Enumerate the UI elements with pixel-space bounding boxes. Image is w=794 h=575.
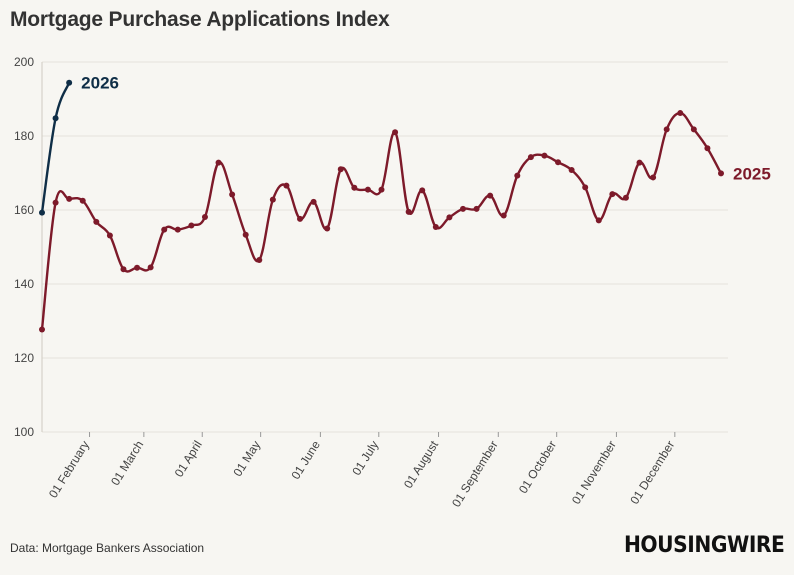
data-point	[555, 159, 562, 166]
data-point	[215, 159, 222, 166]
data-point	[378, 186, 385, 193]
housingwire-logo: HOUSINGWIRE	[623, 533, 785, 558]
data-point	[650, 174, 657, 181]
data-point	[582, 184, 589, 191]
series-labels: 2025 2026	[81, 74, 771, 184]
x-tick-label: 01 December	[627, 438, 677, 507]
data-point	[622, 194, 629, 201]
x-tick-label: 01 June	[288, 438, 323, 482]
x-tick-label: 01 October	[516, 438, 559, 496]
data-point	[473, 205, 480, 212]
series-2025	[39, 110, 724, 333]
data-point	[120, 266, 127, 273]
x-tick-label: 01 September	[449, 438, 501, 509]
data-point	[52, 115, 59, 122]
x-tick-label: 01 May	[230, 438, 263, 479]
data-point	[39, 209, 45, 216]
data-point	[174, 226, 181, 233]
data-source-note: Data: Mortgage Bankers Association	[10, 541, 205, 555]
data-point	[297, 215, 304, 222]
data-point	[66, 195, 73, 202]
data-point	[541, 152, 548, 159]
data-point	[446, 214, 453, 221]
data-point	[527, 154, 534, 161]
data-point	[636, 159, 643, 166]
data-point	[364, 186, 371, 193]
data-point	[568, 167, 575, 174]
data-point	[718, 170, 724, 177]
data-point	[201, 214, 208, 221]
data-point	[351, 184, 358, 191]
x-tick-label: 01 July	[349, 438, 381, 478]
data-point	[392, 129, 399, 136]
x-tick-label: 01 April	[172, 438, 205, 479]
data-point	[405, 208, 412, 215]
data-point	[500, 212, 507, 219]
data-point	[514, 172, 521, 179]
data-point	[79, 197, 86, 204]
gridlines	[42, 61, 728, 433]
series-line-2025	[40, 111, 723, 330]
series-label-2026: 2026	[81, 74, 119, 93]
data-point	[93, 218, 100, 225]
data-point	[134, 264, 141, 271]
y-tick-label: 180	[14, 129, 34, 143]
data-point	[242, 231, 249, 238]
data-point	[609, 191, 616, 198]
data-point	[677, 110, 684, 117]
data-point	[39, 326, 45, 333]
series-group	[39, 79, 724, 333]
x-tick-label: 01 March	[108, 438, 146, 488]
x-axis: 01 February 01 March 01 April 01 May 01 June…	[46, 432, 677, 510]
x-tick-label: 01 November	[569, 438, 619, 507]
y-tick-label: 160	[14, 203, 34, 217]
data-point	[310, 198, 317, 205]
data-point	[419, 187, 426, 194]
data-point	[487, 192, 494, 199]
data-point	[256, 256, 263, 263]
chart-title: Mortgage Purchase Applications Index	[10, 8, 390, 31]
data-point	[432, 224, 439, 231]
data-point	[595, 217, 602, 224]
y-tick-label: 120	[14, 351, 34, 365]
data-point	[690, 126, 697, 133]
data-point	[52, 199, 59, 206]
data-point	[161, 226, 168, 233]
data-point	[188, 222, 195, 229]
data-point	[106, 232, 113, 239]
x-tick-label: 01 February	[46, 438, 92, 500]
data-point	[704, 145, 711, 152]
data-point	[66, 79, 73, 86]
data-point	[147, 264, 154, 271]
data-point	[337, 166, 344, 173]
x-tick-label: 01 August	[401, 438, 442, 491]
series-line-2026	[40, 82, 71, 213]
data-point	[459, 205, 466, 212]
data-point	[663, 126, 670, 133]
series-2026	[39, 79, 73, 216]
data-point	[283, 182, 290, 189]
series-label-2025: 2025	[733, 164, 771, 183]
y-tick-label: 140	[14, 277, 34, 291]
y-tick-label: 100	[14, 425, 34, 439]
data-point	[269, 196, 276, 203]
data-point	[229, 191, 236, 198]
y-axis: 100 120 140 160 180 200	[14, 55, 43, 439]
data-point	[324, 225, 331, 232]
y-tick-label: 200	[14, 55, 34, 69]
